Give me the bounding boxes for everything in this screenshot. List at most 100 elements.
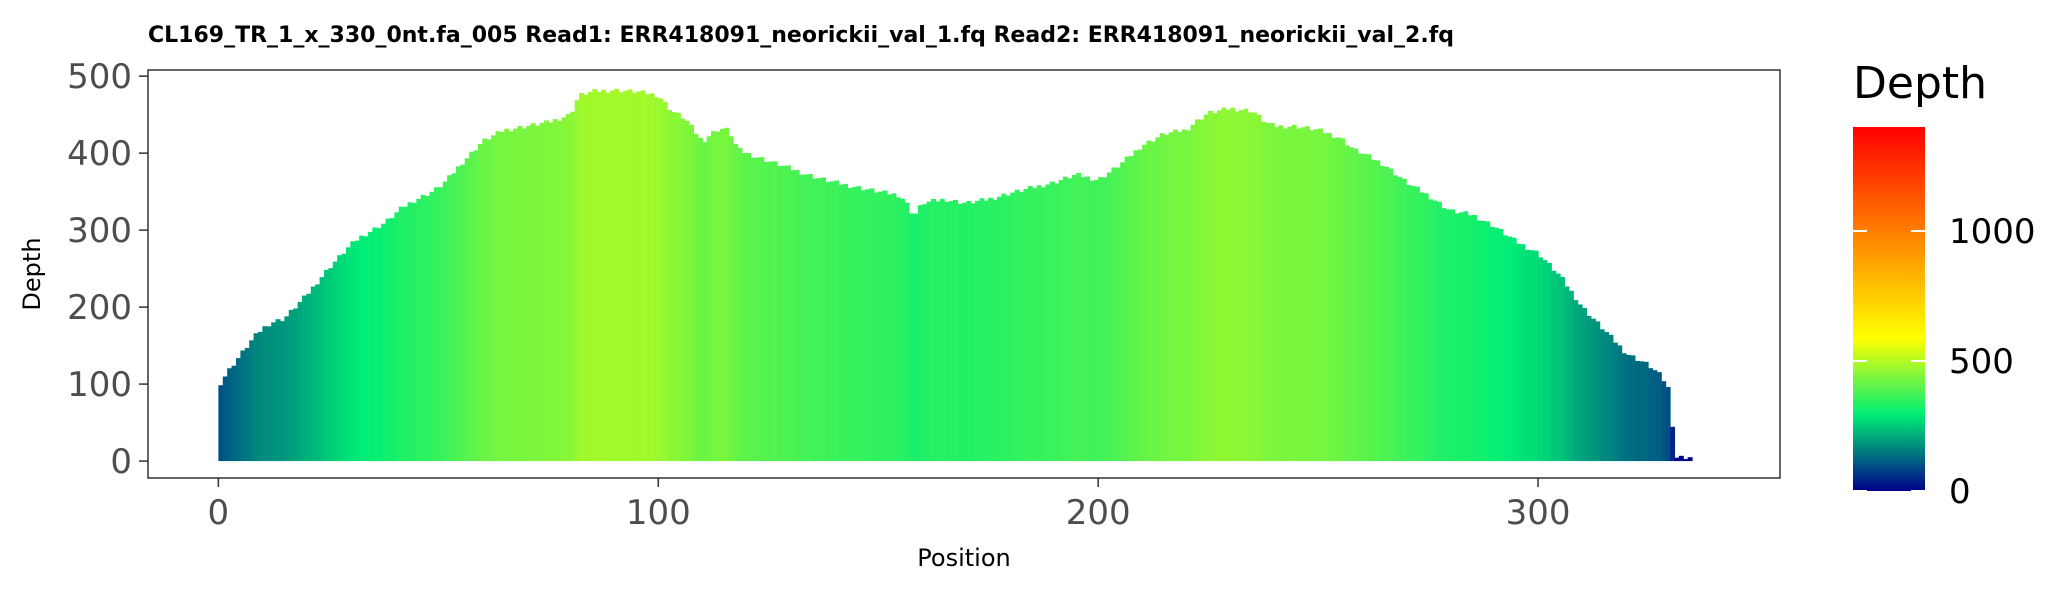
x-tick-label: 100	[626, 493, 691, 533]
coverage-bar	[1027, 186, 1033, 462]
coverage-bar	[838, 184, 844, 462]
coverage-bar	[1516, 243, 1522, 462]
coverage-bar	[548, 122, 554, 462]
coverage-bar	[970, 203, 976, 462]
coverage-bar	[1089, 180, 1095, 462]
y-tick-label: 100	[67, 365, 132, 405]
coverage-bar	[1375, 160, 1381, 462]
coverage-bar	[1137, 149, 1143, 462]
coverage-bar	[389, 218, 395, 462]
coverage-bar	[697, 137, 703, 462]
coverage-bar	[1032, 188, 1038, 462]
coverage-bar	[675, 112, 681, 462]
coverage-bar	[1599, 329, 1605, 462]
coverage-bar	[869, 188, 875, 462]
coverage-bar	[561, 117, 567, 462]
coverage-bar	[1542, 260, 1548, 462]
coverage-bar	[1199, 119, 1205, 462]
coverage-bar	[1489, 226, 1495, 462]
legend-tick-label: 1000	[1949, 212, 2036, 252]
coverage-bar	[1577, 304, 1583, 462]
coverage-bar	[1256, 114, 1262, 462]
coverage-bar	[1190, 124, 1196, 462]
coverage-bar	[1181, 129, 1187, 462]
coverage-bar	[1225, 109, 1231, 462]
coverage-bar	[1428, 199, 1434, 462]
coverage-bar	[332, 261, 338, 462]
coverage-bar	[495, 131, 501, 462]
coverage-bar	[1568, 290, 1574, 462]
coverage-bar	[297, 302, 303, 462]
coverage-bar	[706, 136, 712, 462]
coverage-bar	[627, 89, 633, 462]
coverage-bar	[1309, 130, 1315, 462]
coverage-bar	[1331, 137, 1337, 462]
coverage-bar	[429, 191, 435, 462]
coverage-bar	[1467, 215, 1473, 462]
coverage-bar	[812, 178, 818, 462]
coverage-bar	[579, 92, 585, 462]
coverage-bar	[653, 97, 659, 462]
coverage-bar	[552, 119, 558, 462]
coverage-bar	[961, 202, 967, 462]
coverage-bar	[750, 157, 756, 462]
coverage-bar	[1511, 237, 1517, 462]
coverage-bar	[1656, 372, 1662, 462]
coverage-bar	[1441, 208, 1447, 462]
coverage-bar	[1388, 168, 1394, 462]
coverage-bar	[843, 183, 849, 462]
coverage-bar	[803, 174, 809, 462]
coverage-bar	[1054, 183, 1060, 462]
coverage-bar	[469, 151, 475, 462]
y-axis-title: Depth	[18, 237, 46, 310]
coverage-bar	[891, 193, 897, 462]
coverage-bar	[1432, 200, 1438, 462]
coverage-bar	[1300, 127, 1306, 462]
coverage-bar	[293, 308, 299, 462]
coverage-bar	[301, 295, 307, 462]
coverage-bar	[1406, 185, 1412, 462]
plot-panel-border	[147, 69, 1781, 479]
coverage-bar	[1221, 107, 1227, 462]
coverage-bar	[240, 350, 246, 462]
coverage-bar	[623, 90, 629, 462]
coverage-bar	[486, 139, 492, 462]
coverage-bar	[1502, 235, 1508, 462]
coverage-bar	[1247, 112, 1253, 462]
coverage-bar	[1194, 119, 1200, 462]
coverage-bar	[1001, 193, 1007, 462]
coverage-bar	[367, 231, 373, 462]
coverage-bar	[680, 118, 686, 462]
legend-title: Depth	[1853, 58, 1987, 109]
coverage-bar	[1045, 184, 1051, 462]
coverage-bar	[583, 94, 589, 462]
coverage-bar	[1458, 212, 1464, 462]
coverage-bar	[460, 164, 466, 462]
coverage-bar	[557, 120, 563, 462]
coverage-bar	[1586, 315, 1592, 462]
coverage-bar	[1243, 108, 1249, 462]
coverage-bar	[878, 191, 884, 462]
coverage-bar	[1397, 177, 1403, 462]
coverage-bar	[1124, 156, 1130, 462]
coverage-bar	[323, 269, 329, 462]
coverage-bar	[1401, 178, 1407, 462]
coverage-bar	[1340, 138, 1346, 462]
coverage-bar	[1353, 148, 1359, 462]
coverage-bar	[1150, 141, 1156, 462]
coverage-bar	[1335, 137, 1341, 462]
x-tick-label: 200	[1066, 493, 1131, 533]
coverage-bar	[1287, 126, 1293, 462]
coverage-bar	[218, 385, 224, 462]
coverage-bar	[376, 228, 382, 462]
coverage-bar	[948, 200, 954, 462]
coverage-bar	[1564, 286, 1570, 462]
coverage-bar	[1463, 211, 1469, 462]
y-tick-label: 400	[67, 134, 132, 174]
coverage-bar	[1366, 154, 1372, 462]
coverage-bar	[851, 187, 857, 462]
coverage-bar	[407, 202, 413, 462]
coverage-bar	[1274, 127, 1280, 462]
coverage-bar	[856, 186, 862, 462]
coverage-bar	[1234, 111, 1240, 462]
